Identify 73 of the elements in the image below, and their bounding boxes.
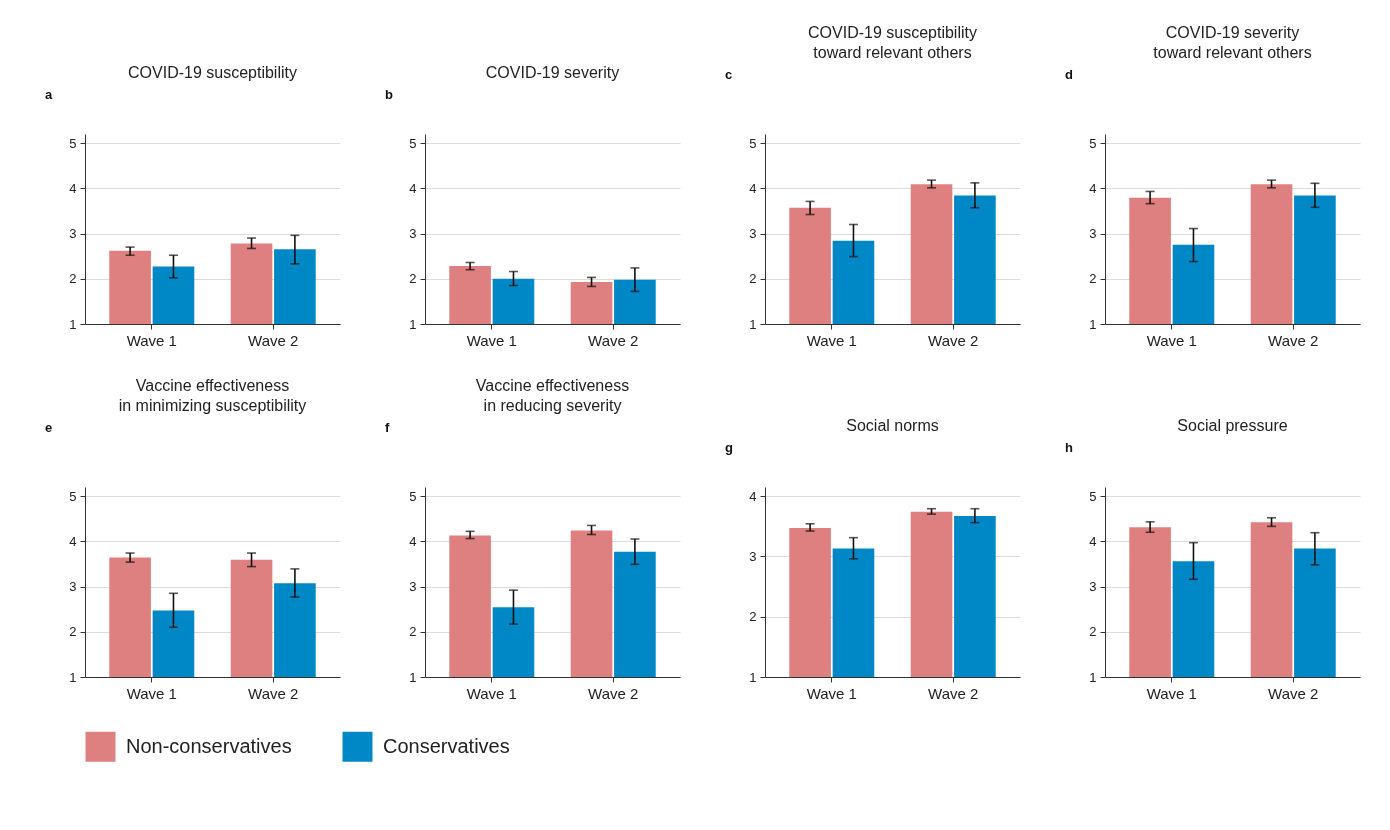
- text: g: [725, 440, 733, 455]
- y-tick-label: 2: [749, 609, 757, 625]
- y-tick-label: 2: [409, 271, 417, 287]
- x-tick-label: Wave 2: [588, 684, 639, 702]
- legend-label: Non-conservatives: [126, 734, 292, 757]
- y-tick-label: 1: [69, 316, 77, 332]
- chart-title: Social pressure: [1177, 417, 1288, 434]
- chart-title: COVID-19 susceptibility toward relevant others: [808, 24, 977, 61]
- y-tick-label: 5: [749, 135, 757, 151]
- y-tick-label: 3: [749, 226, 757, 242]
- y-tick-label: 5: [1089, 135, 1097, 151]
- y-tick-label: 4: [749, 180, 757, 196]
- y-tick-label: 1: [69, 669, 77, 685]
- chart-title: COVID-19 severity: [485, 64, 620, 81]
- y-tick-label: 4: [749, 488, 757, 504]
- y-tick-label: 1: [409, 669, 417, 685]
- y-tick-label: 4: [1089, 533, 1097, 549]
- x-tick-label: Wave 2: [248, 331, 299, 349]
- y-tick-label: 1: [1089, 669, 1097, 685]
- text: h: [1065, 440, 1073, 455]
- x-tick-label: Wave 1: [806, 331, 857, 349]
- text: a: [45, 87, 53, 102]
- y-tick-label: 3: [1089, 226, 1097, 242]
- y-tick-label: 4: [1089, 180, 1097, 196]
- y-tick-label: 1: [1089, 316, 1097, 332]
- text: e: [45, 420, 53, 435]
- y-tick-label: 3: [1089, 579, 1097, 595]
- y-tick-label: 5: [409, 135, 417, 151]
- chart-title: COVID-19 severity toward relevant others: [1153, 24, 1312, 61]
- y-tick-label: 2: [69, 271, 77, 287]
- y-tick-label: 2: [409, 624, 417, 640]
- chart-title: Social norms: [846, 417, 939, 434]
- x-tick-label: Wave 1: [1146, 331, 1197, 349]
- chart-title: Vaccine effectiveness in minimizing susceptibility: [118, 377, 307, 414]
- text: f: [385, 420, 390, 435]
- y-tick-label: 3: [409, 226, 417, 242]
- y-tick-label: 2: [69, 624, 77, 640]
- x-tick-label: Wave 2: [588, 331, 639, 349]
- x-tick-label: Wave 2: [928, 684, 979, 702]
- chart-title: Vaccine effectiveness in reducing severity: [475, 377, 630, 414]
- y-tick-label: 4: [69, 533, 77, 549]
- x-tick-label: Wave 1: [806, 684, 857, 702]
- y-tick-label: 3: [69, 579, 77, 595]
- y-tick-label: 5: [69, 135, 77, 151]
- x-tick-label: Wave 2: [928, 331, 979, 349]
- text: c: [725, 67, 733, 82]
- chart-title: COVID-19 susceptibility: [128, 64, 297, 81]
- y-tick-label: 2: [749, 271, 757, 287]
- y-tick-label: 4: [409, 180, 417, 196]
- x-tick-label: Wave 1: [466, 684, 517, 702]
- x-tick-label: Wave 1: [1146, 684, 1197, 702]
- y-tick-label: 2: [1089, 271, 1097, 287]
- y-tick-label: 5: [69, 488, 77, 504]
- y-tick-label: 4: [409, 533, 417, 549]
- y-tick-label: 1: [409, 316, 417, 332]
- y-tick-label: 4: [69, 180, 77, 196]
- text: b: [385, 87, 393, 102]
- x-tick-label: Wave 1: [466, 331, 517, 349]
- legend-label: Conservatives: [383, 734, 510, 757]
- y-tick-label: 3: [409, 579, 417, 595]
- text: d: [1065, 67, 1073, 82]
- y-tick-label: 3: [69, 226, 77, 242]
- x-tick-label: Wave 1: [126, 684, 177, 702]
- x-tick-label: Wave 1: [126, 331, 177, 349]
- y-tick-label: 5: [409, 488, 417, 504]
- y-tick-label: 1: [749, 669, 757, 685]
- y-tick-label: 5: [1089, 488, 1097, 504]
- y-tick-label: 2: [1089, 624, 1097, 640]
- x-tick-label: Wave 2: [248, 684, 299, 702]
- x-tick-label: Wave 2: [1268, 331, 1319, 349]
- x-tick-label: Wave 2: [1268, 684, 1319, 702]
- y-tick-label: 3: [749, 548, 757, 564]
- y-tick-label: 1: [749, 316, 757, 332]
